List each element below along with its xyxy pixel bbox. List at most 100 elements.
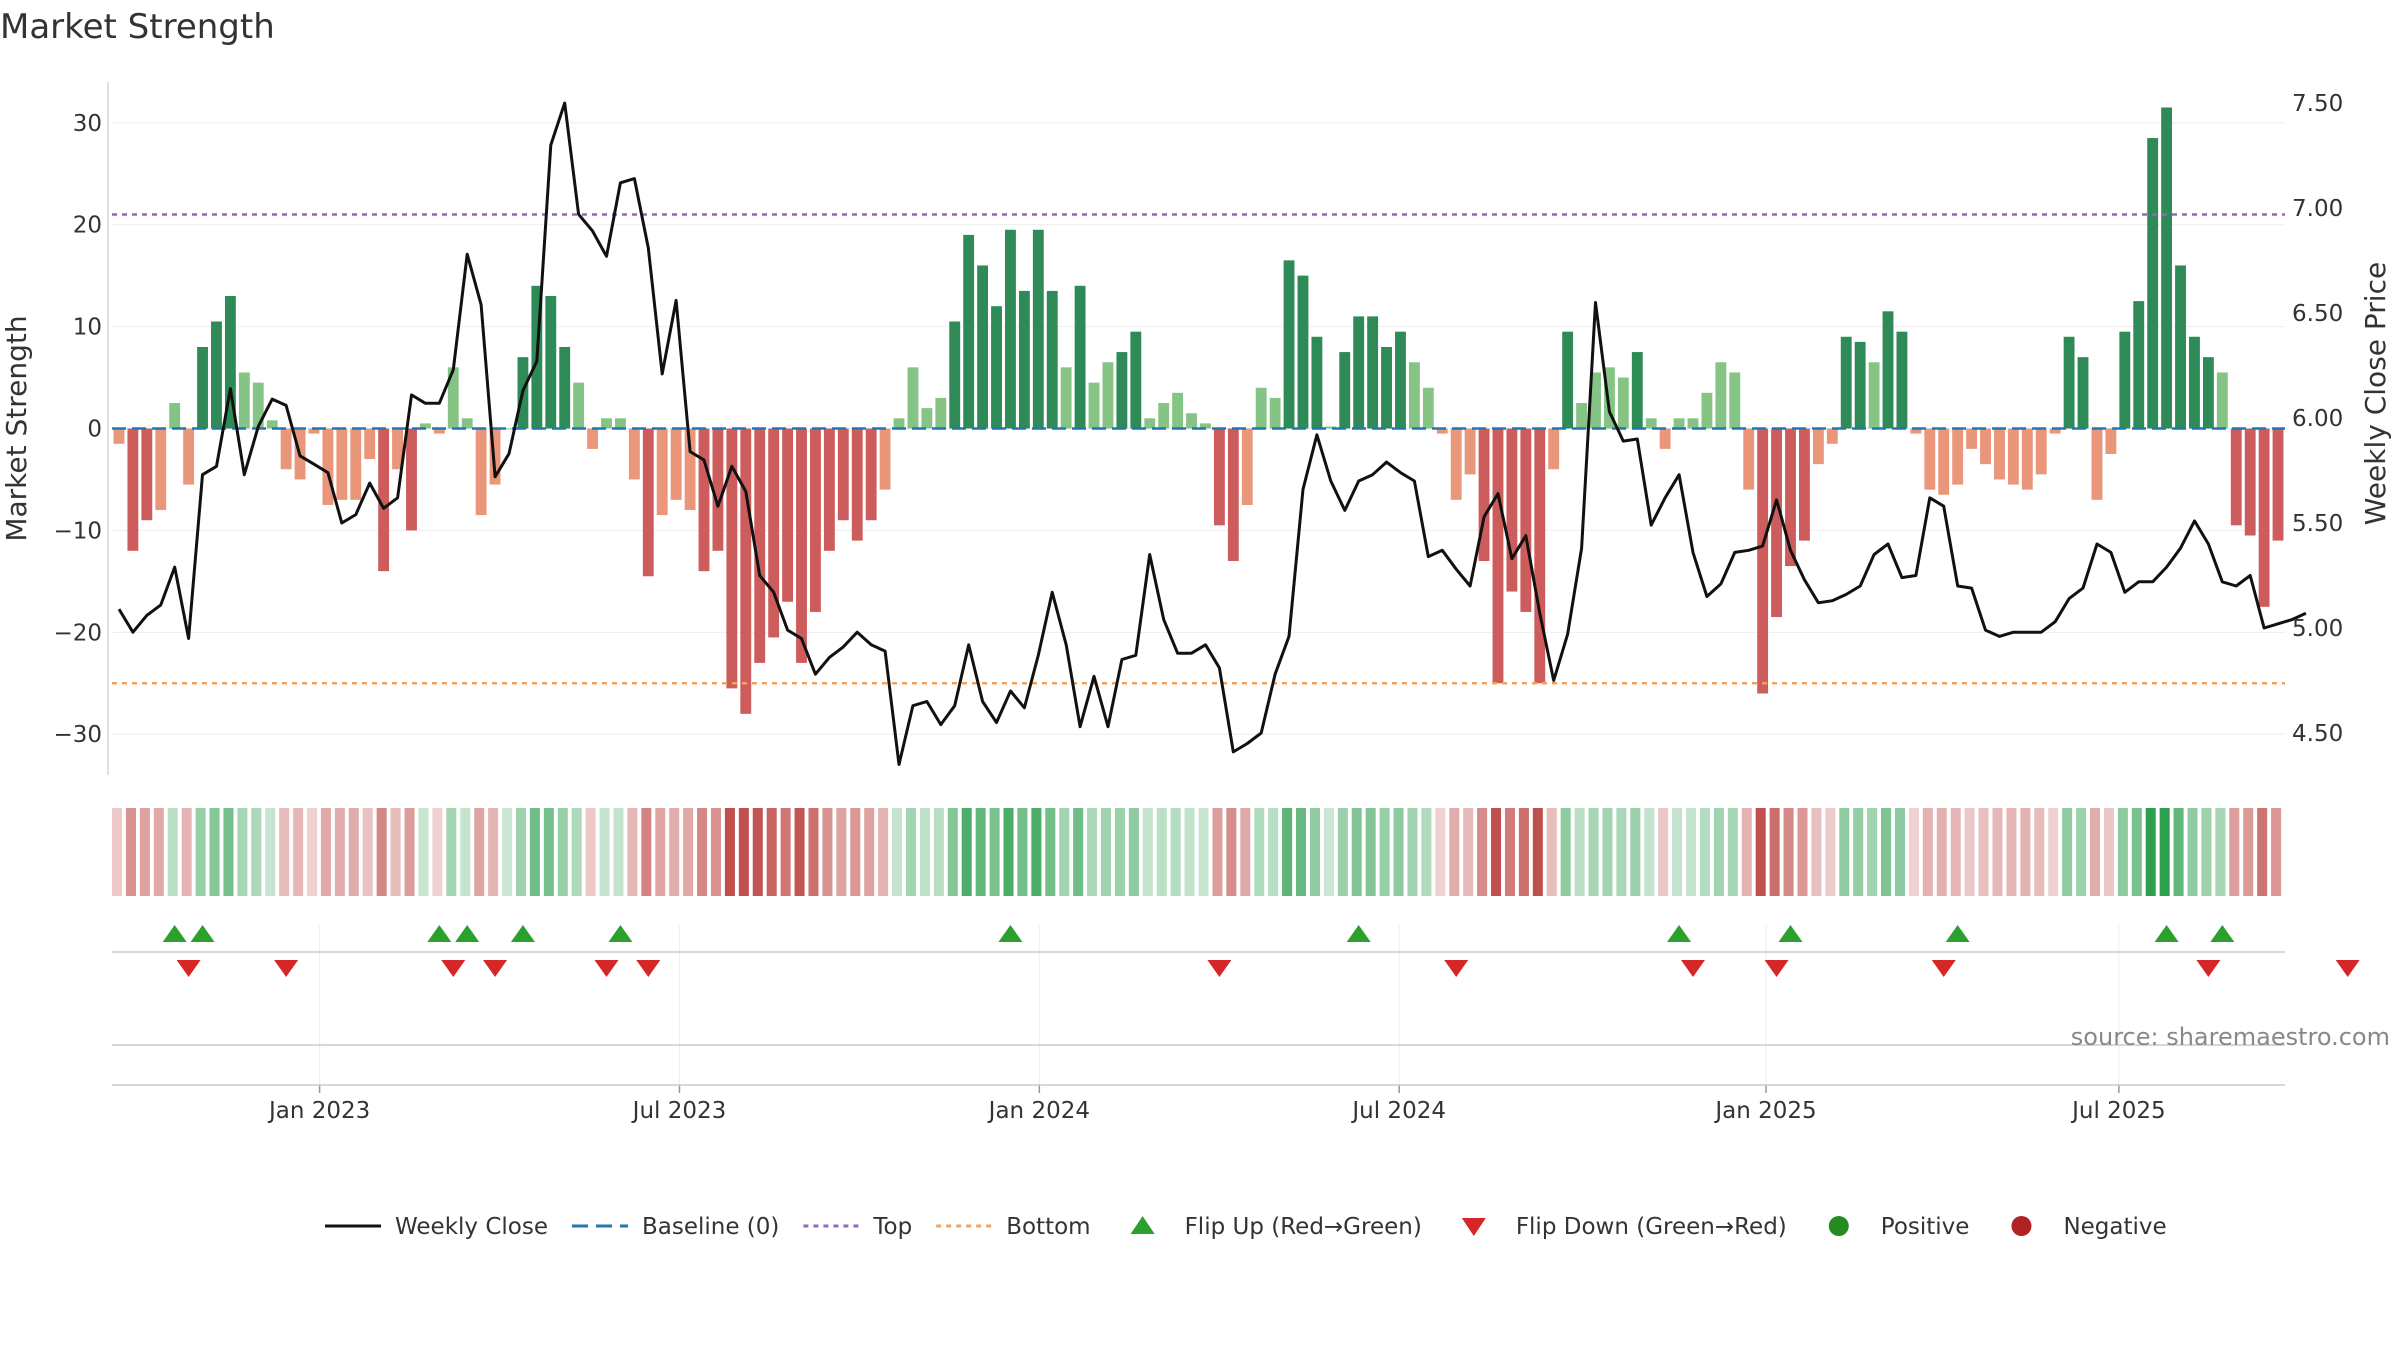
strength-bar xyxy=(1994,428,2005,480)
heat-cell xyxy=(2201,808,2212,896)
strength-bar xyxy=(1590,372,1601,429)
heat-cell xyxy=(766,808,777,896)
heat-cell xyxy=(446,808,457,896)
strength-bar xyxy=(614,418,626,429)
strength-bar xyxy=(1311,336,1323,429)
strength-bar xyxy=(1757,428,1769,694)
strength-bar xyxy=(963,234,975,429)
heat-cell xyxy=(2187,808,2198,896)
strength-bar xyxy=(1032,229,1044,429)
heat-cell xyxy=(1588,808,1599,896)
strength-bar xyxy=(322,428,334,505)
legend-symbol-negative xyxy=(2011,1216,2032,1236)
heat-cell xyxy=(1936,808,1947,896)
y-tick-left: 0 xyxy=(87,417,102,443)
heat-cell xyxy=(1114,808,1125,896)
heat-cell xyxy=(293,808,304,896)
heat-cell xyxy=(474,808,485,896)
heat-cell xyxy=(669,808,680,896)
x-tick-label: Jul 2024 xyxy=(1350,1098,1446,1124)
heat-cell xyxy=(1853,808,1864,896)
strength-bar xyxy=(197,346,208,429)
flip-down-marker xyxy=(1444,960,1469,977)
strength-bar xyxy=(977,265,989,429)
legend-label: Bottom xyxy=(1006,1214,1090,1240)
strength-bar xyxy=(1743,428,1755,490)
strength-bar xyxy=(489,428,501,485)
heat-cell xyxy=(1881,808,1892,896)
heat-cell xyxy=(780,808,791,896)
strength-bar xyxy=(2119,331,2131,429)
heat-cell xyxy=(404,808,415,896)
x-tick-label: Jan 2023 xyxy=(267,1098,370,1124)
heat-cell xyxy=(2020,808,2031,896)
heat-cell xyxy=(1797,808,1808,896)
heat-cell xyxy=(822,808,833,896)
strength-bar xyxy=(1645,418,1657,429)
strength-bar xyxy=(2021,428,2033,490)
strength-bar xyxy=(1005,229,1016,429)
strength-bar xyxy=(1729,372,1741,429)
strength-bar xyxy=(2035,428,2047,475)
heat-cell xyxy=(1504,808,1515,896)
heat-cell xyxy=(1894,808,1906,896)
heat-cell xyxy=(836,808,847,896)
strength-bar xyxy=(796,428,807,663)
x-tick-label: Jan 2025 xyxy=(1713,1098,1816,1124)
y-tick-left: −20 xyxy=(53,620,102,646)
heat-cell xyxy=(1323,808,1334,896)
strength-bar xyxy=(656,428,668,516)
heat-cell xyxy=(2117,808,2128,896)
heat-cell xyxy=(1532,808,1543,896)
strength-bar xyxy=(1701,392,1713,429)
heat-cell xyxy=(307,808,318,896)
strength-bar xyxy=(1130,331,1142,429)
heat-cell xyxy=(1100,808,1112,896)
strength-bar xyxy=(1074,285,1086,429)
heat-cell xyxy=(1003,808,1014,896)
y-tick-right: 5.00 xyxy=(2292,616,2343,642)
strength-bar xyxy=(406,428,417,531)
heat-cell xyxy=(139,808,150,896)
strength-bar xyxy=(392,428,403,470)
strength-bar xyxy=(991,306,1002,429)
heat-cell xyxy=(2145,808,2156,896)
strength-bar xyxy=(726,428,738,689)
heat-cell xyxy=(933,808,944,896)
heat-cell xyxy=(1741,808,1752,896)
y-tick-left: −30 xyxy=(53,722,102,748)
strength-bar xyxy=(2077,357,2089,429)
heat-cell xyxy=(529,808,540,896)
strength-bar xyxy=(1603,367,1615,429)
strength-bar xyxy=(2133,301,2145,429)
heat-cell xyxy=(153,808,164,896)
heat-cell xyxy=(655,808,666,896)
heat-cell xyxy=(2034,808,2045,896)
heat-cell xyxy=(279,808,290,896)
strength-bar xyxy=(1673,418,1685,429)
heat-cell xyxy=(1337,808,1348,896)
strength-bar xyxy=(1910,428,1922,434)
heat-cell xyxy=(1672,808,1683,896)
y-tick-right: 5.50 xyxy=(2292,511,2343,537)
flip-down-marker xyxy=(1207,960,1232,977)
heat-cell xyxy=(627,808,638,896)
strength-bar xyxy=(1966,428,1978,449)
strength-bar xyxy=(1799,428,1810,541)
flip-up-marker xyxy=(162,925,187,942)
strength-bar xyxy=(1172,392,1184,429)
heat-cell xyxy=(1867,808,1878,896)
heat-cell xyxy=(1309,808,1320,896)
strength-bar xyxy=(1060,367,1072,429)
heat-cell xyxy=(989,808,1000,896)
flip-markers xyxy=(112,925,2360,1046)
strength-bar xyxy=(447,367,459,429)
heat-cell xyxy=(2257,808,2268,896)
flip-down-marker xyxy=(2335,960,2360,977)
x-tick-label: Jan 2024 xyxy=(987,1098,1090,1124)
strength-bar xyxy=(1046,290,1058,429)
heat-cell xyxy=(1477,808,1488,896)
strength-bar xyxy=(1715,362,1727,429)
flip-up-marker xyxy=(510,925,535,942)
y-tick-left: 10 xyxy=(73,315,102,341)
